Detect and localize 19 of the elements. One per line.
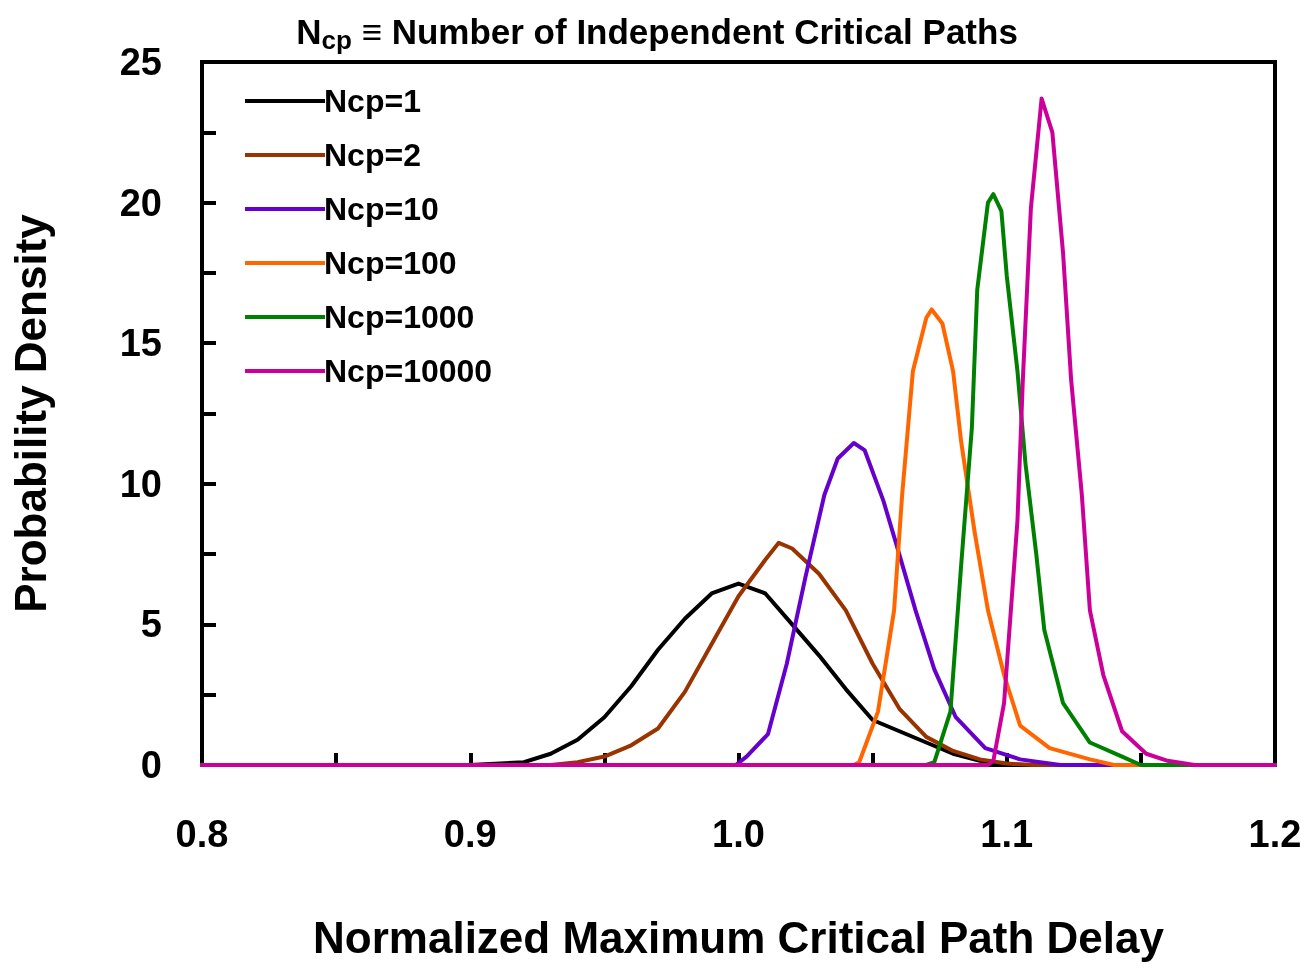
- legend-label: Ncp=1: [324, 83, 421, 119]
- x-axis-title: Normalized Maximum Critical Path Delay: [313, 912, 1165, 962]
- x-tick-label: 0.9: [443, 813, 497, 855]
- x-tick-label: 1.0: [712, 813, 765, 855]
- x-tick-label: 1.2: [1248, 813, 1302, 855]
- y-tick-label: 25: [119, 41, 162, 83]
- y-axis-title: Probability Density: [5, 213, 55, 613]
- x-tick-label: 1.1: [980, 813, 1034, 855]
- y-tick-label: 10: [119, 462, 162, 505]
- legend-label: Ncp=1000: [324, 299, 475, 335]
- x-tick-label: 0.8: [175, 813, 229, 855]
- y-tick-label: 5: [140, 603, 162, 646]
- legend-label: Ncp=2: [324, 137, 421, 173]
- legend-label: Ncp=10: [324, 191, 439, 227]
- y-tick-label: 15: [119, 322, 162, 365]
- legend-label: Ncp=10000: [324, 353, 493, 389]
- y-tick-label: 20: [119, 181, 162, 224]
- y-tick-label: 0: [140, 744, 162, 786]
- legend-label: Ncp=100: [324, 245, 457, 281]
